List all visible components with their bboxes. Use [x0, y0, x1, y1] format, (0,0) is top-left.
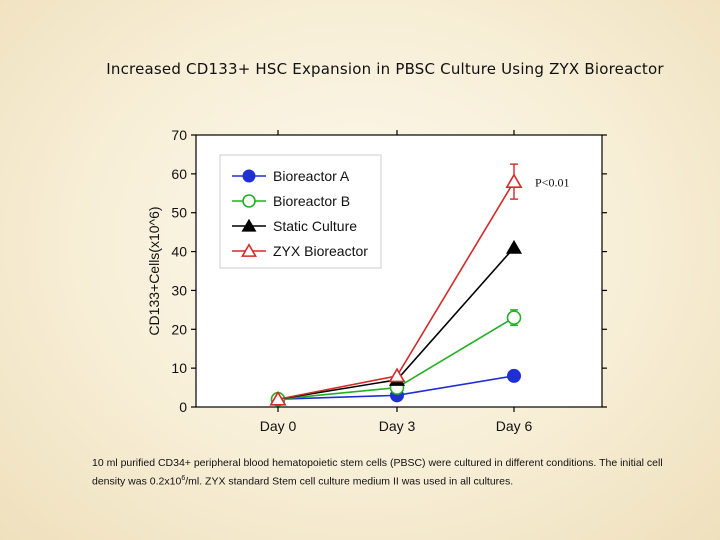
- y-tick-label: 30: [171, 282, 187, 298]
- legend-marker: [243, 170, 255, 182]
- y-tick-label: 70: [171, 127, 187, 143]
- y-tick-label: 20: [171, 321, 187, 337]
- y-tick-label: 40: [171, 244, 187, 260]
- legend-label: Bioreactor A: [273, 168, 350, 184]
- data-point: [508, 311, 521, 324]
- chart: 0 10 20 30 40 50 60 70 Day 0 Day 3 Day 6 Bioreact…: [140, 125, 620, 445]
- data-point: [508, 369, 521, 382]
- y-axis-label: CD133+Cells(x10^6): [146, 206, 162, 335]
- chart-svg: 0 10 20 30 40 50 60 70 Day 0 Day 3 Day 6 Bioreact…: [140, 125, 620, 445]
- legend-label: Bioreactor B: [273, 193, 350, 209]
- figure-caption: 10 ml purified CD34+ peripheral blood he…: [92, 455, 692, 490]
- legend-label: Static Culture: [273, 218, 357, 234]
- x-tick-label: Day 3: [379, 418, 416, 434]
- y-tick-label: 10: [171, 360, 187, 376]
- caption-text-post: /ml. ZYX standard Stem cell culture medi…: [185, 476, 513, 488]
- y-tick-label: 0: [179, 399, 187, 415]
- y-tick-label: 60: [171, 166, 187, 182]
- slide-title: Increased CD133+ HSC Expansion in PBSC C…: [0, 60, 720, 78]
- x-tick-label: Day 0: [260, 418, 297, 434]
- significance-annotation: P<0.01: [535, 176, 569, 190]
- legend-label: ZYX Bioreactor: [273, 243, 368, 259]
- x-tick-label: Day 6: [496, 418, 533, 434]
- legend-marker: [243, 195, 255, 207]
- y-tick-label: 50: [171, 205, 187, 221]
